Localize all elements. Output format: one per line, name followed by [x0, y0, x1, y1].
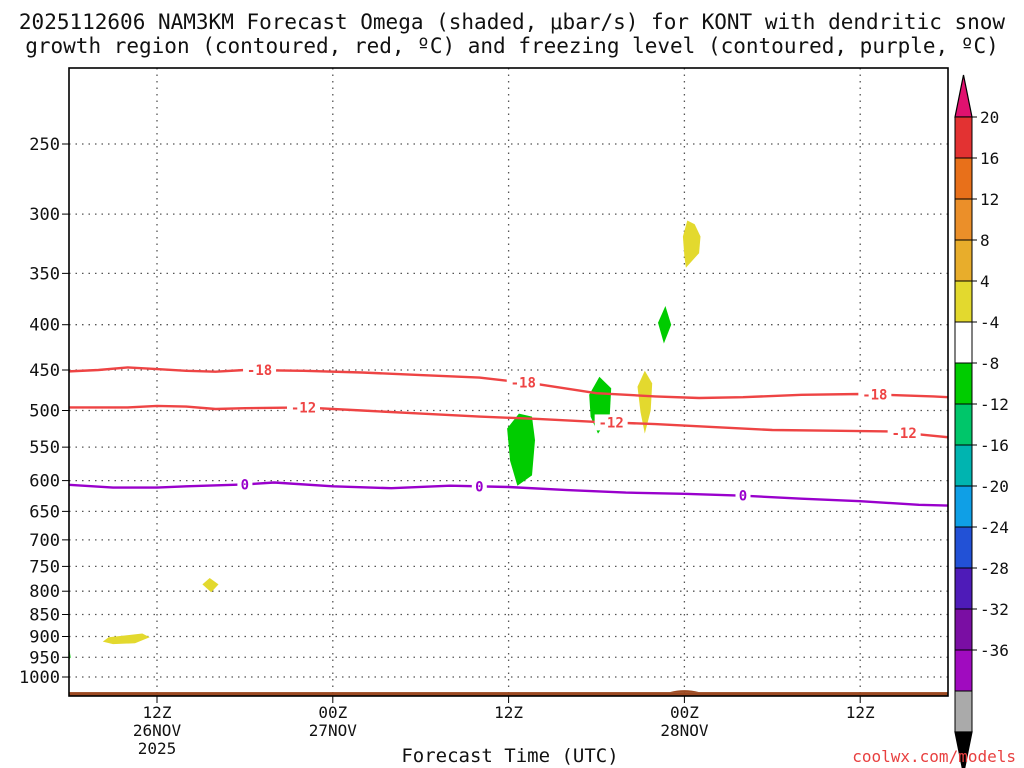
colorbar-label-9: -20 — [980, 477, 1009, 496]
omega-region-1 — [102, 633, 150, 645]
y-tick-label-500: 500 — [29, 402, 60, 422]
omega-region-2 — [202, 578, 219, 593]
colorbar-box-13 — [954, 649, 973, 692]
y-tick-label-900: 900 — [29, 627, 60, 647]
x-tick-label-1-0: 00Z — [318, 703, 347, 722]
omega-region-6 — [658, 306, 672, 344]
plot-frame — [68, 67, 949, 697]
contour-line-0 — [69, 366, 948, 400]
x-tick-label-4-0: 12Z — [846, 703, 875, 722]
colorbar-label-4: 4 — [980, 272, 990, 291]
y-tick-label-950: 950 — [29, 648, 60, 668]
chart-title-line-2: growth region (contoured, red, ºC) and f… — [25, 34, 999, 58]
colorbar-label-6: -8 — [980, 354, 999, 373]
contour-label-0-2: -18 — [862, 387, 887, 403]
y-tick-label-1000: 1000 — [19, 668, 60, 688]
omega-region-3 — [507, 413, 535, 486]
contour-label-2-0: 0 — [241, 477, 249, 493]
colorbar-box-2 — [954, 198, 973, 241]
x-tick-label-3-0: 00Z — [670, 703, 699, 722]
colorbar-box-8 — [954, 444, 973, 487]
colorbar-box-6 — [954, 362, 973, 405]
y-tick-label-300: 300 — [29, 205, 60, 225]
colorbar-label-13: -36 — [980, 641, 1009, 660]
colorbar-label-0: 20 — [980, 108, 999, 127]
colorbar-box-10 — [954, 526, 973, 569]
colorbar-box-12 — [954, 608, 973, 651]
colorbar-label-7: -12 — [980, 395, 1009, 414]
colorbar-box-7 — [954, 403, 973, 446]
colorbar-bottom-arrow — [954, 731, 973, 768]
colorbar-label-11: -28 — [980, 559, 1009, 578]
contour-label-bg-0-0 — [243, 362, 277, 379]
x-axis-label: Forecast Time (UTC) — [401, 745, 619, 767]
contour-label-1-0: -12 — [291, 400, 316, 416]
y-tick-label-650: 650 — [29, 502, 60, 522]
contour-label-0-0: -18 — [247, 363, 272, 379]
colorbar-box-14 — [954, 690, 973, 733]
colorbar-label-2: 12 — [980, 190, 999, 209]
plot-area: -18 -18 -18 -12 -12 -12 0 0 0 — [69, 68, 948, 696]
contour-label-bg-0-1 — [506, 374, 540, 391]
y-tick-label-350: 350 — [29, 264, 60, 284]
contour-label-bg-1-1 — [594, 414, 628, 431]
colorbar-box-0 — [954, 116, 973, 159]
contour-label-bg-1-2 — [887, 424, 921, 441]
y-tick-label-450: 450 — [29, 361, 60, 381]
terrain-bump — [669, 690, 700, 693]
omega-region-5 — [637, 370, 653, 434]
colorbar-box-9 — [954, 485, 973, 528]
x-tick-label-2-0: 12Z — [494, 703, 523, 722]
contour-line-1 — [69, 404, 948, 439]
y-tick-label-700: 700 — [29, 531, 60, 551]
y-tick-label-750: 750 — [29, 557, 60, 577]
terrain-band — [69, 692, 948, 696]
x-tick-label-3-1: 28NOV — [660, 721, 709, 740]
y-tick-label-800: 800 — [29, 582, 60, 602]
contour-label-0-1: -18 — [511, 376, 536, 392]
x-tick-label-0-1: 26NOV — [133, 721, 182, 740]
contour-label-bg-2-2 — [735, 487, 751, 504]
y-tick-label-850: 850 — [29, 606, 60, 626]
contour-label-bg-2-1 — [471, 478, 487, 495]
contour-label-2-2: 0 — [739, 489, 747, 505]
colorbar-box-3 — [954, 239, 973, 282]
x-tick-label-0-2: 2025 — [138, 739, 177, 758]
colorbar-label-10: -24 — [980, 518, 1009, 537]
omega-region-7 — [682, 220, 701, 268]
contour-label-1-2: -12 — [892, 426, 917, 442]
colorbar-box-11 — [954, 567, 973, 610]
colorbar-box-4 — [954, 280, 973, 323]
colorbar-box-5 — [954, 321, 973, 364]
contour-line-2 — [69, 481, 948, 507]
chart-title-line-1: 2025112606 NAM3KM Forecast Omega (shaded… — [18, 10, 1006, 34]
contour-label-bg-1-0 — [287, 399, 320, 416]
contour-label-1-1: -12 — [599, 415, 624, 431]
colorbar-box-1 — [954, 157, 973, 200]
y-tick-label-250: 250 — [29, 135, 60, 155]
y-tick-label-600: 600 — [29, 472, 60, 492]
colorbar-label-3: 8 — [980, 231, 990, 250]
y-tick-label-550: 550 — [29, 438, 60, 458]
colorbar-label-5: -4 — [980, 313, 999, 332]
contour-label-2-1: 0 — [475, 479, 483, 495]
colorbar-label-8: -16 — [980, 436, 1009, 455]
x-tick-label-0-0: 12Z — [143, 703, 172, 722]
colorbar-label-12: -32 — [980, 600, 1009, 619]
y-tick-label-400: 400 — [29, 316, 60, 336]
x-tick-label-1-1: 27NOV — [309, 721, 358, 740]
colorbar-top-arrow — [954, 74, 973, 118]
contour-label-bg-0-2 — [858, 386, 892, 403]
contour-label-bg-2-0 — [237, 476, 253, 493]
colorbar-label-1: 16 — [980, 149, 999, 168]
credit-link[interactable]: coolwx.com/models — [852, 747, 1016, 766]
